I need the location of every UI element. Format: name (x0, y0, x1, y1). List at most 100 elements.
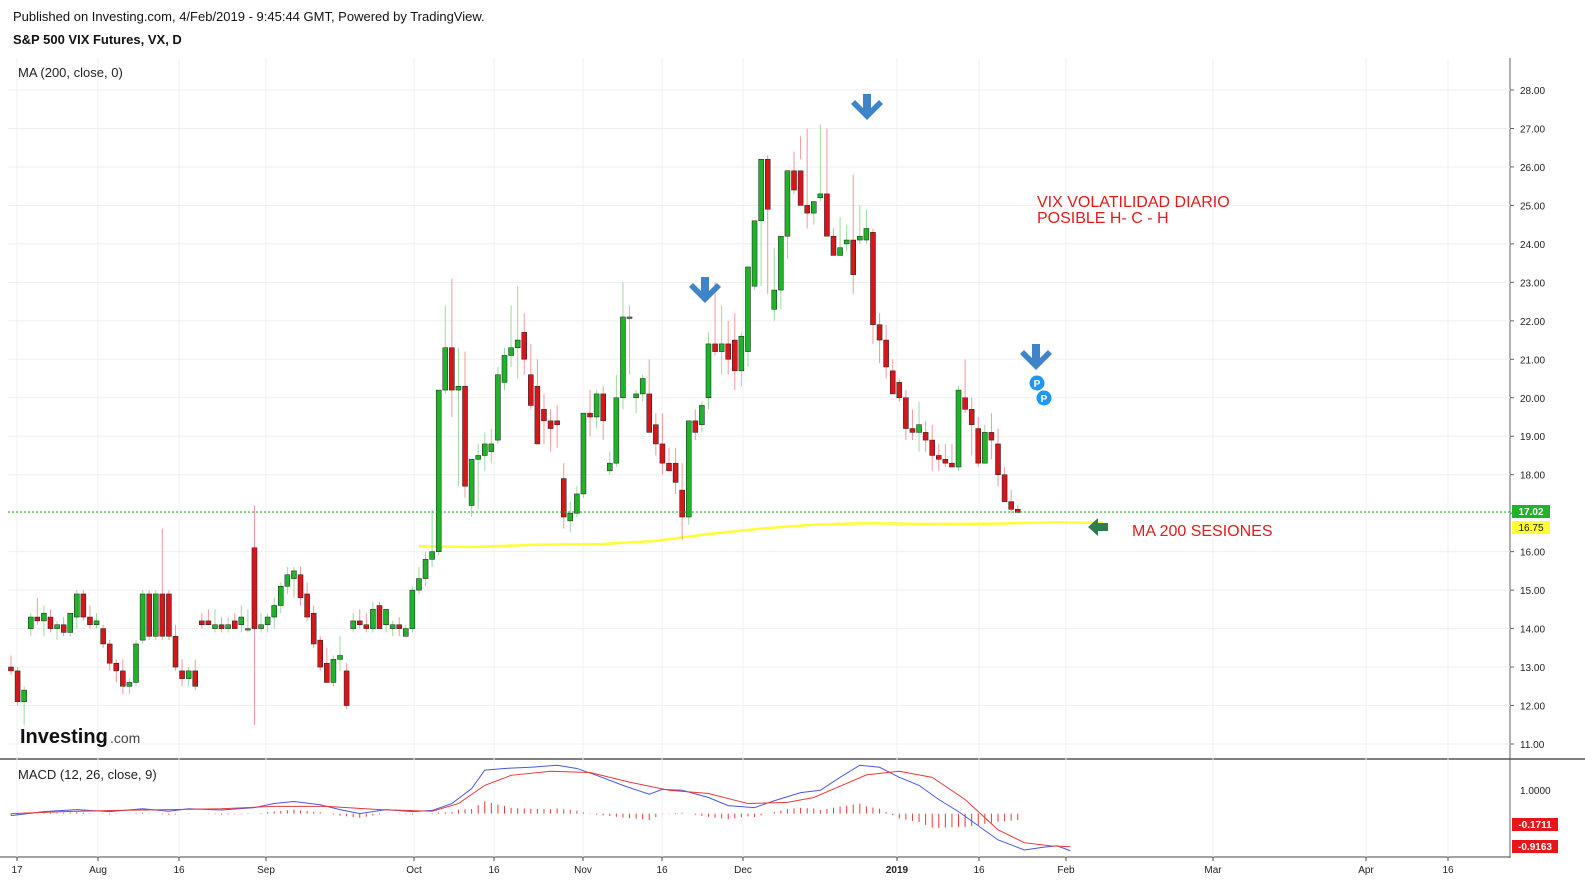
published-note: Published on Investing.com, 4/Feb/2019 -… (13, 9, 485, 24)
candle-body (804, 205, 810, 214)
svg-text:P: P (1041, 394, 1048, 405)
current-price-badge: 17.02 (1512, 505, 1550, 518)
candle-body (238, 616, 245, 625)
pin-marker-icon[interactable]: P (1029, 375, 1045, 391)
investing-logo: Investing .com (20, 726, 140, 748)
candle-body (343, 670, 350, 706)
candle-body (231, 620, 238, 629)
candle-body (455, 385, 462, 391)
candle-body (166, 593, 172, 637)
candle-body (883, 339, 889, 368)
svg-text:.com: .com (110, 730, 140, 746)
svg-text:-0.9163: -0.9163 (1518, 842, 1552, 853)
candle-body (74, 593, 80, 618)
candle-body (54, 624, 60, 629)
time-axis: 17 Aug 16 Sep Oct 16 Nov 16 Dec 2019 16 Feb Mar Apr 16 (11, 857, 1454, 876)
left-arrow-icon (1088, 518, 1108, 536)
x-tick-label: 2019 (886, 865, 909, 876)
candle-body (435, 389, 442, 552)
candle-body (870, 232, 876, 325)
y-tick-label: 23.00 (1520, 278, 1545, 289)
candle-body (100, 628, 106, 645)
candle-body (653, 424, 659, 445)
candle-body (264, 616, 271, 625)
candle-body (389, 624, 396, 629)
candle-body (416, 578, 422, 591)
y-tick-label: 11.00 (1520, 740, 1545, 751)
candle-body (672, 462, 679, 483)
x-tick-label: Apr (1358, 865, 1374, 876)
candle-body (8, 666, 14, 672)
candle-body (370, 609, 376, 629)
candle-body (745, 266, 751, 352)
candle-body (863, 228, 870, 241)
candle-body (337, 655, 343, 660)
candle-body (922, 432, 929, 441)
candle-body (955, 389, 962, 468)
candle-body (936, 455, 942, 460)
x-tick-label: 16 (656, 865, 668, 876)
macd-panel (10, 764, 1071, 852)
y-tick-label: 24.00 (1520, 240, 1545, 251)
candle-body (607, 462, 613, 472)
candle-body (778, 235, 784, 291)
x-tick-label: 16 (488, 865, 500, 876)
annotation-subtitle: POSIBLE H- C - H (1037, 210, 1169, 227)
candle-body (429, 551, 435, 560)
y-tick-label: 14.00 (1520, 625, 1545, 636)
candle-body (567, 512, 574, 522)
candle-body (482, 443, 488, 456)
candle-body (212, 624, 218, 629)
candle-body (830, 235, 837, 256)
candle-body (139, 593, 146, 641)
candle-body (106, 643, 113, 664)
candle-body (995, 443, 1001, 475)
candle-body (126, 682, 133, 687)
y-tick-label: 12.00 (1520, 702, 1545, 713)
candle-body (468, 459, 475, 506)
candle-body (501, 355, 508, 383)
candle-body (975, 428, 982, 464)
candle-body (284, 574, 291, 587)
candle-body (797, 170, 804, 206)
ma-200-line (418, 521, 1104, 549)
candle-body (764, 158, 771, 210)
candle-body (1008, 501, 1014, 510)
candle-body (889, 370, 896, 395)
x-tick-label: Nov (574, 865, 592, 876)
candle-body (784, 170, 791, 237)
candle-body (93, 620, 100, 625)
annotation-ma-label: MA 200 SESIONES (1132, 523, 1273, 540)
candle-body (258, 624, 264, 629)
pin-marker-icon[interactable]: P (1036, 390, 1052, 406)
x-tick-label: Feb (1057, 865, 1075, 876)
candle-body (199, 620, 205, 625)
candle-body (409, 589, 416, 629)
candle-body (968, 409, 975, 425)
candle-body (60, 624, 67, 633)
candle-body (876, 324, 883, 341)
candle-body (560, 478, 567, 518)
candle-body (376, 605, 383, 629)
candle-body (903, 397, 909, 429)
candle-body (587, 412, 593, 418)
candle-body (962, 397, 968, 410)
candle-body (639, 378, 646, 395)
candle-body (324, 662, 330, 683)
candle-body (593, 393, 600, 418)
candle-body (666, 462, 672, 472)
candles (8, 124, 1021, 725)
candle-body (857, 235, 863, 241)
candle-body (41, 612, 47, 622)
candle-body (685, 420, 692, 518)
candle-body (304, 593, 310, 618)
candle-body (205, 620, 212, 625)
candle-body (172, 636, 179, 668)
x-tick-label: Aug (89, 865, 107, 876)
candle-body (87, 616, 93, 625)
y-tick-label: 19.00 (1520, 432, 1545, 443)
candle-body (133, 643, 139, 683)
down-arrow-icon (1020, 344, 1052, 370)
ma-badge: 16.75 (1512, 521, 1550, 534)
